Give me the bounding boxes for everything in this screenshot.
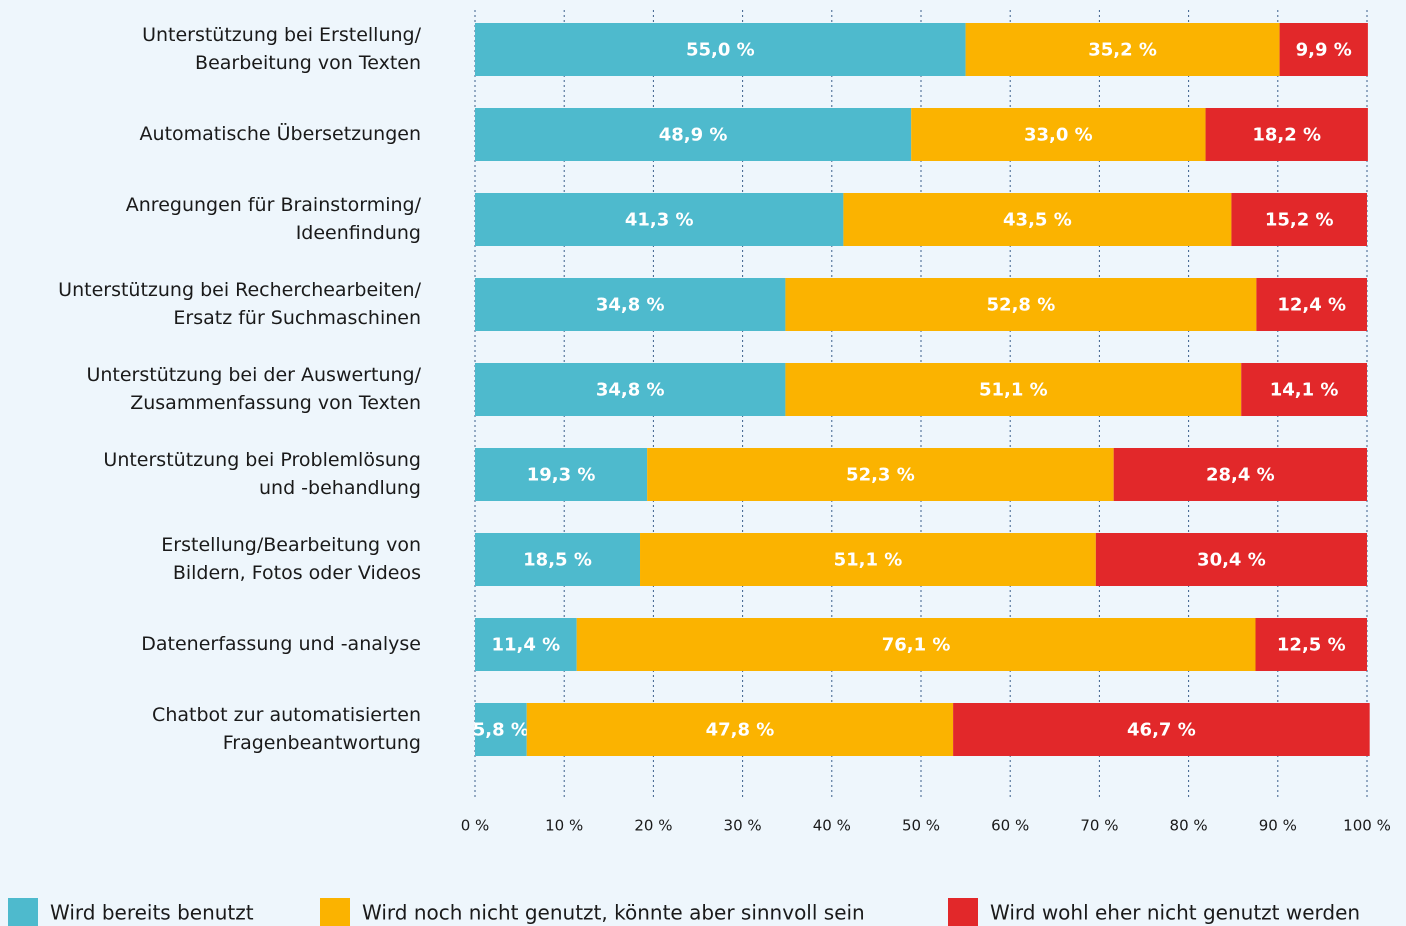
bar-segment — [475, 533, 641, 586]
legend-swatch — [948, 898, 978, 926]
value-label: 28,4 % — [1206, 465, 1275, 486]
x-tick-label: 70 % — [1080, 817, 1118, 835]
bar-segment — [475, 618, 577, 671]
value-label: 34,8 % — [596, 295, 665, 316]
value-label: 47,8 % — [706, 720, 775, 741]
value-label: 11,4 % — [491, 635, 560, 656]
bar-segment — [965, 23, 1280, 76]
value-label: 15,2 % — [1265, 210, 1334, 231]
bar-segment — [1231, 193, 1367, 246]
value-label: 5,8 % — [473, 720, 529, 741]
value-label: 41,3 % — [625, 210, 694, 231]
bar-segment — [843, 193, 1232, 246]
value-label: 9,9 % — [1296, 40, 1352, 61]
bar-segment — [785, 363, 1242, 416]
bar-segment — [1255, 618, 1367, 671]
value-label: 55,0 % — [686, 40, 755, 61]
value-label: 12,4 % — [1277, 295, 1346, 316]
category-label: Automatische Übersetzungen — [140, 122, 421, 145]
bar-segment — [911, 108, 1206, 161]
category-label: Bildern, Fotos oder Videos — [173, 562, 421, 584]
category-label: Zusammenfassung von Texten — [130, 392, 421, 414]
value-label: 51,1 % — [979, 380, 1048, 401]
bar-segment — [640, 533, 1096, 586]
value-label: 19,3 % — [527, 465, 596, 486]
bar-segment — [1279, 23, 1368, 76]
legend-label: Wird wohl eher nicht genutzt werden — [990, 901, 1360, 925]
x-tick-label: 90 % — [1259, 817, 1297, 835]
bar-segment — [475, 23, 966, 76]
bar-segment — [1113, 448, 1367, 501]
bar-segment — [475, 278, 786, 331]
legend-label: Wird noch nicht genutzt, könnte aber sin… — [362, 901, 865, 925]
value-label: 14,1 % — [1270, 380, 1339, 401]
x-tick-label: 60 % — [991, 817, 1029, 835]
category-label: Chatbot zur automatisierten — [152, 704, 421, 726]
bar-segment — [1256, 278, 1367, 331]
category-label: Bearbeitung von Texten — [195, 52, 421, 74]
category-label: und -behandlung — [259, 477, 421, 499]
value-label: 34,8 % — [596, 380, 665, 401]
category-label: Unterstützung bei Problemlösung — [103, 449, 421, 471]
value-label: 18,2 % — [1252, 125, 1321, 146]
x-tick-label: 80 % — [1170, 817, 1208, 835]
category-label: Ersatz für Suchmaschinen — [173, 307, 421, 329]
bar-segment — [475, 363, 786, 416]
value-label: 30,4 % — [1197, 550, 1266, 571]
bar-segment — [475, 108, 912, 161]
x-tick-label: 40 % — [813, 817, 851, 835]
x-tick-label: 10 % — [545, 817, 583, 835]
category-label: Fragenbeantwortung — [223, 732, 421, 754]
value-label: 52,3 % — [846, 465, 915, 486]
value-label: 46,7 % — [1127, 720, 1196, 741]
value-label: 12,5 % — [1277, 635, 1346, 656]
value-label: 52,8 % — [987, 295, 1056, 316]
bar-segment — [647, 448, 1114, 501]
bar-segment — [475, 703, 527, 756]
x-tick-label: 50 % — [902, 817, 940, 835]
bar-segment — [1095, 533, 1367, 586]
category-label: Unterstützung bei der Auswertung/ — [86, 364, 421, 386]
bar-segment — [526, 703, 954, 756]
legend-swatch — [320, 898, 350, 926]
legend-swatch — [8, 898, 38, 926]
x-tick-label: 30 % — [724, 817, 762, 835]
bar-segment — [785, 278, 1257, 331]
value-label: 48,9 % — [659, 125, 728, 146]
value-label: 51,1 % — [834, 550, 903, 571]
category-label: Datenerfassung und -analyse — [141, 633, 421, 655]
value-label: 35,2 % — [1088, 40, 1157, 61]
value-label: 18,5 % — [523, 550, 592, 571]
x-tick-label: 100 % — [1343, 817, 1391, 835]
category-label: Unterstützung bei Recherchearbeiten/ — [58, 279, 421, 301]
bar-segment — [1241, 363, 1367, 416]
bar-segment — [576, 618, 1256, 671]
x-tick-label: 20 % — [634, 817, 672, 835]
category-label: Erstellung/Bearbeitung von — [161, 534, 421, 556]
legend-label: Wird bereits benutzt — [50, 901, 254, 925]
bar-segment — [1205, 108, 1368, 161]
bar-segment — [953, 703, 1370, 756]
category-label: Anregungen für Brainstorming/ — [126, 194, 422, 216]
category-label: Ideenfindung — [296, 222, 421, 244]
x-tick-label: 0 % — [461, 817, 490, 835]
value-label: 76,1 % — [882, 635, 951, 656]
bar-segment — [475, 193, 844, 246]
category-label: Unterstützung bei Erstellung/ — [142, 24, 422, 46]
value-label: 33,0 % — [1024, 125, 1093, 146]
value-label: 43,5 % — [1003, 210, 1072, 231]
bar-segment — [475, 448, 648, 501]
